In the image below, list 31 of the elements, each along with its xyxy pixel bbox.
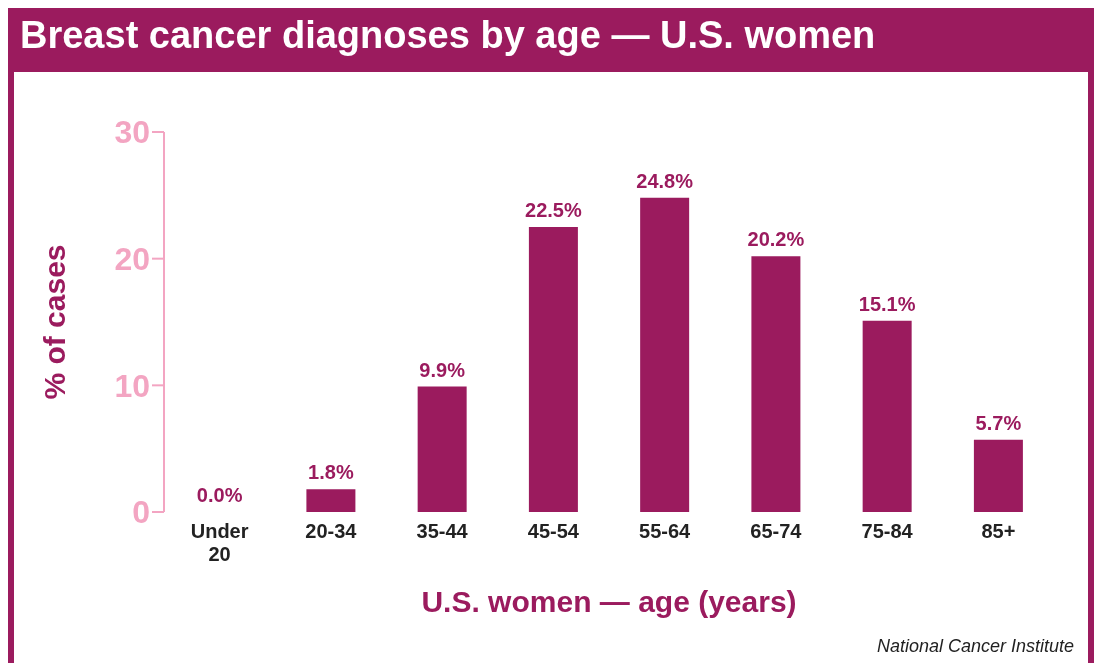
y-tick-label: 10 <box>114 367 150 404</box>
x-tick-label: 65-74 <box>750 520 803 542</box>
x-tick-label: 35-44 <box>416 520 469 542</box>
data-label: 5.7% <box>975 411 1022 434</box>
y-tick-label: 30 <box>114 114 150 151</box>
x-tick-label: 20-34 <box>305 520 358 542</box>
bar <box>306 489 356 512</box>
data-label: 24.8% <box>636 169 694 192</box>
y-tick-label: 0 <box>132 494 150 531</box>
data-label: 9.9% <box>419 358 466 381</box>
data-label: 15.1% <box>858 292 916 315</box>
data-label: 0.0% <box>196 484 243 506</box>
bar <box>417 386 467 512</box>
bar <box>528 227 578 512</box>
y-axis-title: % of cases <box>37 244 71 400</box>
bar <box>751 256 801 512</box>
bar <box>640 197 690 512</box>
bar <box>973 439 1023 512</box>
data-label: 20.2% <box>747 228 805 251</box>
x-tick-label: 75-84 <box>861 520 914 542</box>
data-label: 1.8% <box>308 461 354 484</box>
chart-title: Breast cancer diagnoses by age — U.S. women <box>8 8 1094 72</box>
data-label: 22.5% <box>525 199 582 221</box>
bar <box>862 320 912 512</box>
x-tick-label: 55-64 <box>639 520 692 542</box>
x-tick-label: 45-54 <box>527 520 580 542</box>
y-tick-label: 20 <box>114 241 150 278</box>
x-tick-label: Under 20 <box>190 520 249 565</box>
x-axis-title: U.S. women — age (years) <box>421 585 797 618</box>
x-tick-label: 85+ <box>981 520 1016 542</box>
text: National Cancer Institute <box>876 636 1074 657</box>
